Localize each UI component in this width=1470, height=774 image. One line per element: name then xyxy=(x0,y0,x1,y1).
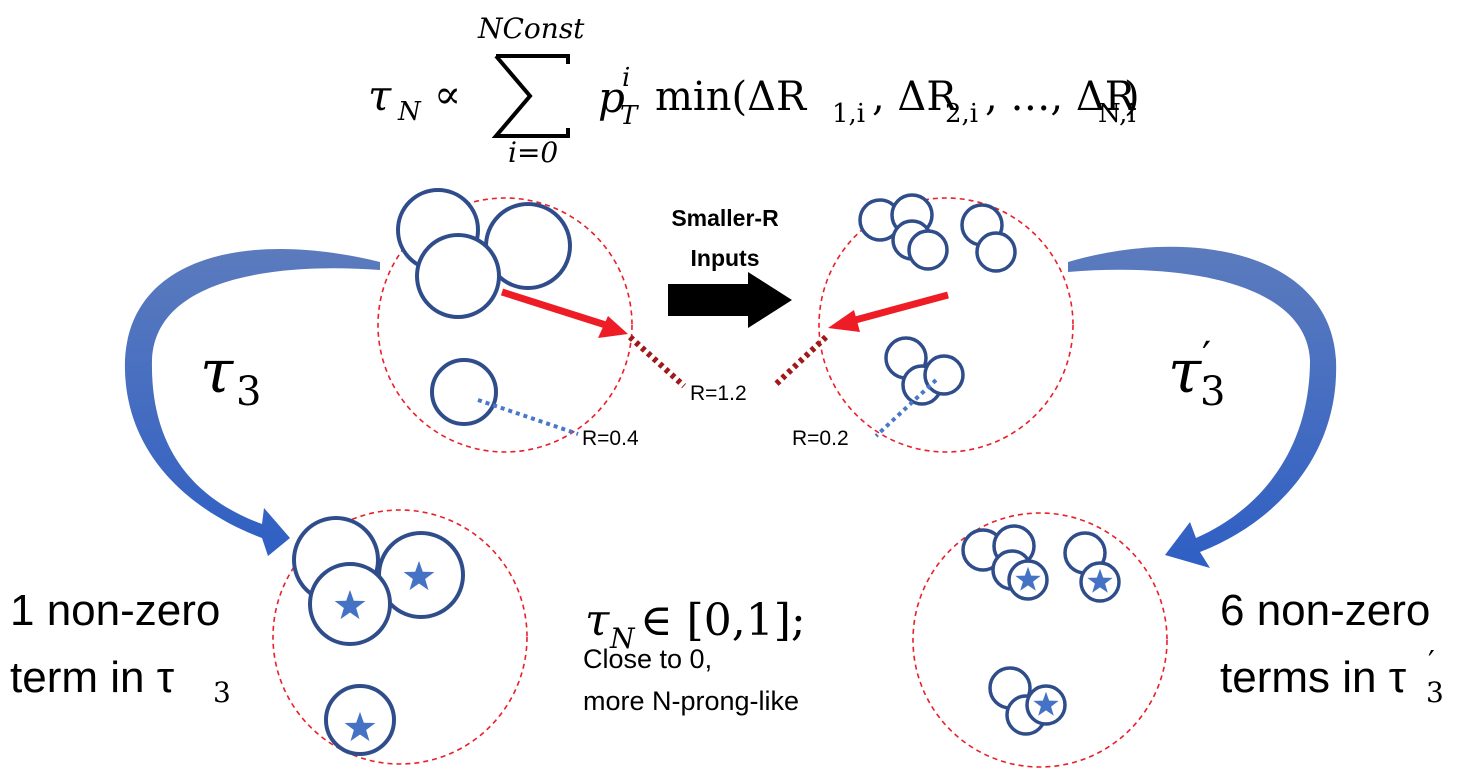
caption-right: 6 non-zero terms in τ ′ 3 xyxy=(1220,586,1444,709)
formula-dots: , …, ΔR xyxy=(985,74,1137,120)
caption-right-line2: terms in τ xyxy=(1220,653,1407,702)
formula-sum-upper: NConst xyxy=(477,12,585,45)
arrow-label-line1: Smaller-R xyxy=(671,205,779,231)
sigma-symbol xyxy=(491,54,570,138)
tau3-prime-symbol: τ xyxy=(1168,337,1202,407)
label-r12: R=1.2 xyxy=(690,382,747,405)
jet-top-right xyxy=(771,193,1074,453)
tau3-prime-mark: ′ xyxy=(1202,334,1211,380)
radius-arrow-left xyxy=(500,288,614,331)
curved-arrow-right xyxy=(1068,246,1337,568)
formula-sum-lower: i=0 xyxy=(508,136,558,169)
tau3-prime-sub: 3 xyxy=(1200,369,1225,415)
caption-center-line3: more N-prong-like xyxy=(583,686,799,716)
dotted-line-r12-left xyxy=(627,334,687,389)
jet-bottom-left xyxy=(272,509,528,765)
caption-left: 1 non-zero term in τ 3 xyxy=(10,586,231,709)
formula-p-sup: i xyxy=(622,63,630,93)
formula-p-sub: T xyxy=(620,101,639,131)
caption-right-prime: ′ xyxy=(1428,645,1435,680)
tau3-left-label: τ 3 xyxy=(200,337,261,415)
caption-center-sub: N xyxy=(609,622,636,655)
caption-right-sub: 3 xyxy=(1426,676,1444,709)
constituent-circle xyxy=(430,358,498,426)
formula-sub-2: 2,i xyxy=(945,99,978,129)
curved-arrow-left-shape xyxy=(124,248,380,556)
label-r04: R=0.4 xyxy=(582,427,639,450)
tau3-symbol: τ xyxy=(200,337,234,407)
radius-arrow-left-head xyxy=(598,316,628,338)
jet-boundary-bottom-left xyxy=(272,509,528,765)
tau3-sub: 3 xyxy=(236,369,261,415)
formula-sub-n: N,i xyxy=(1098,99,1136,129)
constituent-circle xyxy=(415,233,501,319)
jet-bottom-right xyxy=(912,512,1168,768)
formula-tau: τ xyxy=(368,71,392,120)
formula-min: min(ΔR xyxy=(655,74,808,120)
jet-boundary-bottom-right xyxy=(912,512,1168,768)
radius-arrow-right xyxy=(847,291,949,326)
constituent-circle xyxy=(975,231,1017,273)
tau3-prime-right-label: τ ′ 3 xyxy=(1168,334,1225,415)
formula-sep-1: , ΔR xyxy=(872,74,958,120)
smaller-r-arrow: Smaller-R Inputs xyxy=(668,205,792,328)
curved-arrow-left xyxy=(124,248,380,556)
black-arrow xyxy=(668,272,792,328)
formula-tau-sub: N xyxy=(397,97,422,127)
dotted-line-r12-right xyxy=(771,334,829,389)
constituent-circle xyxy=(907,229,949,271)
jet-boundary-top-right xyxy=(818,197,1074,453)
jet-top-left xyxy=(377,188,687,453)
caption-center-tau: τ xyxy=(585,595,610,646)
arrow-label-line2: Inputs xyxy=(691,245,760,271)
caption-left-line1: 1 non-zero xyxy=(10,586,220,635)
caption-right-line1: 6 non-zero xyxy=(1220,586,1430,635)
constituent-circle xyxy=(923,354,965,396)
caption-center-line2: Close to 0, xyxy=(583,644,712,674)
label-r02: R=0.2 xyxy=(792,427,849,450)
caption-left-line2: term in τ xyxy=(10,653,175,702)
jet-boundary-top-left xyxy=(377,197,633,453)
curved-arrow-right-shape xyxy=(1068,246,1337,568)
formula-close: ) xyxy=(1124,74,1140,120)
formula: τ N ∝ NConst i=0 p i T min(ΔR 1,i , ΔR 2… xyxy=(368,12,1140,169)
dotted-line-r04 xyxy=(477,398,579,436)
caption-left-sub: 3 xyxy=(213,676,231,709)
formula-sub-1: 1,i xyxy=(832,99,865,129)
caption-center-range: ∈ [0,1]; xyxy=(640,595,806,646)
formula-proportional: ∝ xyxy=(434,72,461,118)
caption-center: τ N ∈ [0,1]; Close to 0, more N-prong-li… xyxy=(583,595,806,716)
radius-arrow-right-head xyxy=(828,310,860,332)
formula-p: p xyxy=(598,73,625,122)
dotted-line-r02 xyxy=(874,378,938,438)
